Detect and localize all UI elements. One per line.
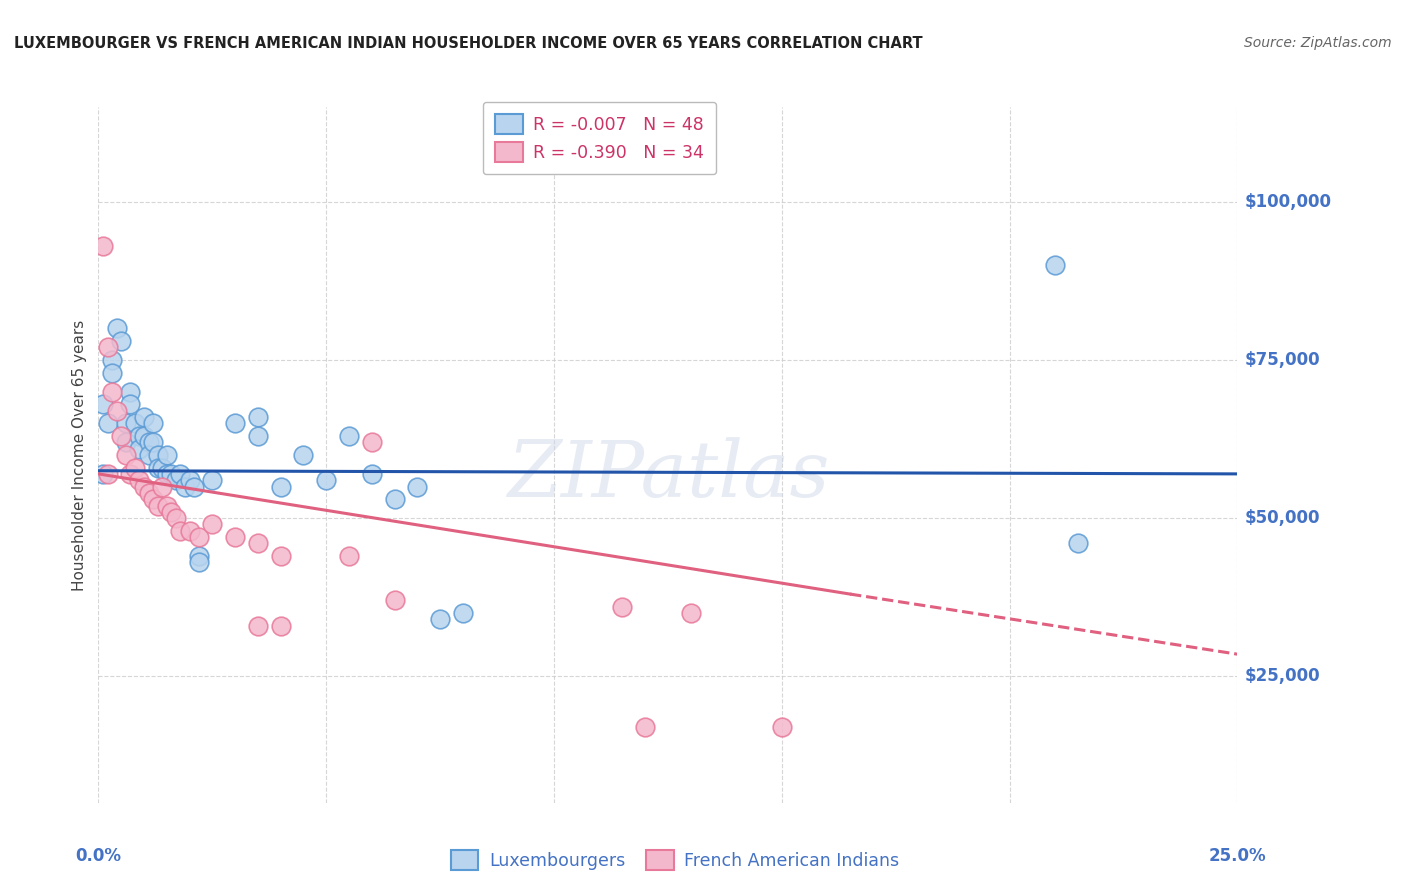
Point [142,492,165,507]
Y-axis label: Householder Income Over 65 years: Householder Income Over 65 years [72,319,87,591]
Point [128,429,150,443]
Point [114,417,136,431]
Point [634,720,657,734]
Point [270,549,292,563]
Point [451,606,474,620]
Text: $25,000: $25,000 [1244,667,1320,685]
Point [138,435,160,450]
Point [169,467,191,481]
Text: Source: ZipAtlas.com: Source: ZipAtlas.com [1244,36,1392,50]
Point [179,473,201,487]
Point [146,448,169,462]
Point [224,417,246,431]
Text: $75,000: $75,000 [1244,351,1320,369]
Point [160,467,183,481]
Point [384,492,406,507]
Point [246,409,269,424]
Point [187,530,209,544]
Point [120,397,142,411]
Point [101,353,124,368]
Point [156,448,179,462]
Point [156,499,179,513]
Point [132,429,155,443]
Point [270,479,292,493]
Point [337,549,360,563]
Point [201,517,224,532]
Point [169,524,191,538]
Point [138,486,160,500]
Point [132,409,155,424]
Point [770,720,793,734]
Point [292,448,315,462]
Point [246,536,269,550]
Point [128,442,150,456]
Point [174,479,197,493]
Point [179,524,201,538]
Point [146,460,169,475]
Point [187,549,209,563]
Point [224,530,246,544]
Point [679,606,702,620]
Point [96,467,118,481]
Point [160,505,183,519]
Point [105,321,128,335]
Text: ZIPatlas: ZIPatlas [506,438,830,514]
Point [91,239,114,253]
Point [429,612,451,626]
Point [138,448,160,462]
Text: 0.0%: 0.0% [76,847,121,865]
Point [120,467,142,481]
Point [96,340,118,354]
Point [1067,536,1090,550]
Point [114,435,136,450]
Legend: R = -0.007   N = 48, R = -0.390   N = 34: R = -0.007 N = 48, R = -0.390 N = 34 [482,102,716,174]
Point [114,448,136,462]
Text: $50,000: $50,000 [1244,509,1320,527]
Point [1043,258,1066,272]
Point [120,384,142,399]
Point [110,429,132,443]
Point [91,397,114,411]
Point [150,460,173,475]
Point [187,556,209,570]
Point [246,429,269,443]
Point [110,334,132,348]
Text: 25.0%: 25.0% [1209,847,1265,865]
Point [128,473,150,487]
Point [246,618,269,632]
Legend: Luxembourgers, French American Indians: Luxembourgers, French American Indians [441,841,908,879]
Point [150,479,173,493]
Point [142,435,165,450]
Point [315,473,337,487]
Point [91,467,114,481]
Point [360,467,382,481]
Point [105,403,128,417]
Text: LUXEMBOURGER VS FRENCH AMERICAN INDIAN HOUSEHOLDER INCOME OVER 65 YEARS CORRELAT: LUXEMBOURGER VS FRENCH AMERICAN INDIAN H… [14,36,922,51]
Point [201,473,224,487]
Point [142,417,165,431]
Point [165,511,187,525]
Point [124,417,146,431]
Point [612,599,634,614]
Point [101,366,124,380]
Point [183,479,205,493]
Point [384,593,406,607]
Point [270,618,292,632]
Point [132,479,155,493]
Point [360,435,382,450]
Point [406,479,429,493]
Text: $100,000: $100,000 [1244,193,1331,211]
Point [146,499,169,513]
Point [165,473,187,487]
Point [337,429,360,443]
Point [96,417,118,431]
Point [156,467,179,481]
Point [101,384,124,399]
Point [124,460,146,475]
